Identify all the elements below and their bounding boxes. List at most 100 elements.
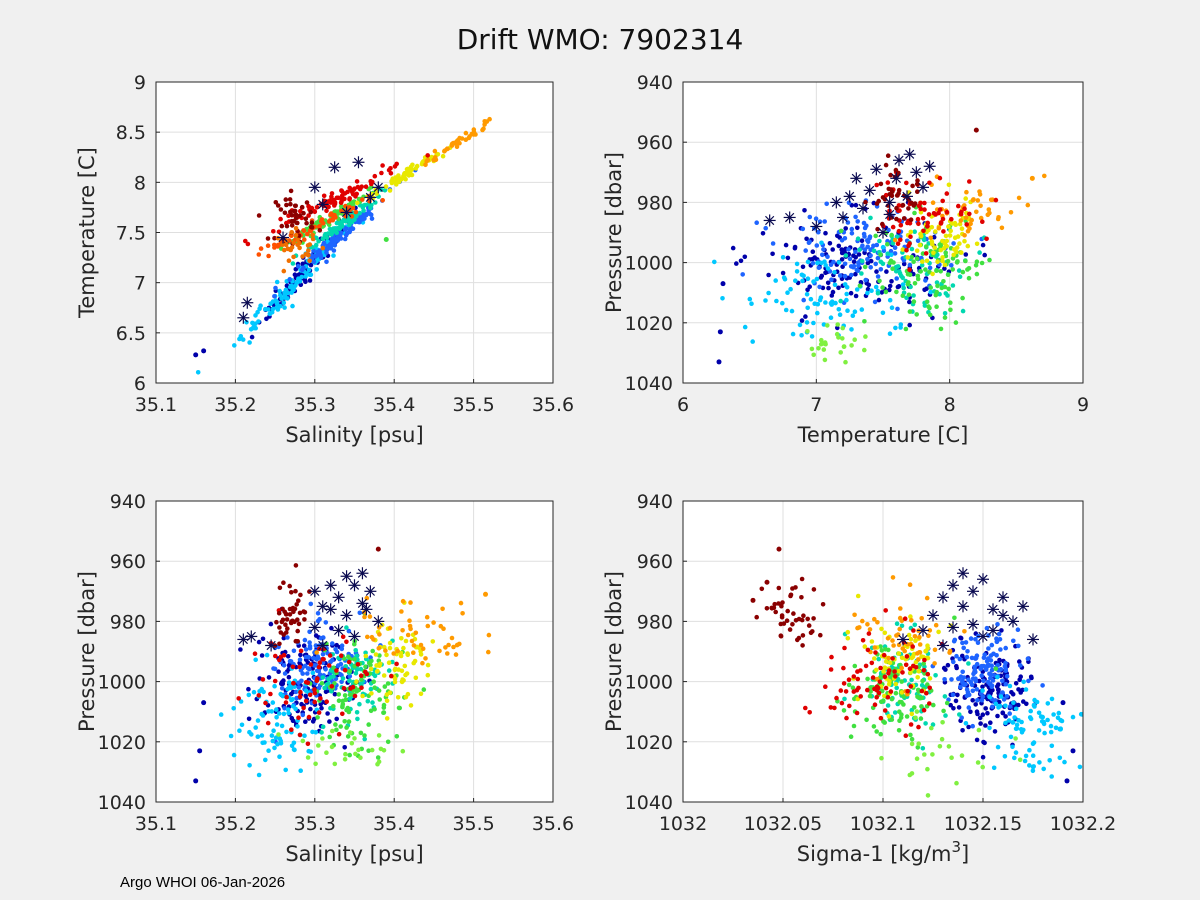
data-point [885, 636, 891, 641]
data-point [833, 300, 838, 306]
data-point [276, 669, 281, 674]
data-point [311, 259, 317, 265]
data-point [1017, 757, 1023, 763]
data-point [324, 208, 329, 214]
data-point [281, 652, 287, 658]
outlier-point [720, 281, 726, 287]
data-point [924, 595, 930, 601]
data-point [289, 218, 295, 224]
data-point [769, 605, 774, 611]
data-point [259, 733, 265, 738]
data-point [830, 289, 836, 295]
data-point [935, 283, 940, 289]
data-point [393, 179, 398, 185]
data-point [410, 162, 415, 168]
data-point [927, 305, 932, 311]
data-point [797, 322, 803, 328]
data-point [340, 698, 346, 704]
data-point [811, 587, 817, 592]
data-point [277, 585, 283, 591]
data-point [941, 229, 946, 234]
data-point [740, 272, 745, 277]
data-point [934, 268, 939, 274]
data-point [829, 654, 834, 660]
y-tick-label: 7 [134, 273, 146, 295]
data-point [977, 192, 983, 197]
data-point [486, 649, 491, 655]
data-point [342, 757, 348, 762]
data-point [949, 216, 954, 222]
data-point [772, 601, 777, 607]
data-point [907, 322, 912, 328]
data-point [282, 305, 287, 310]
data-point [231, 752, 237, 758]
data-point [851, 674, 857, 679]
data-point [370, 648, 376, 654]
star-marker [937, 591, 949, 604]
data-point [316, 664, 322, 670]
data-point [246, 686, 251, 692]
data-point [974, 259, 980, 265]
star-marker [863, 184, 876, 197]
data-point [945, 272, 951, 278]
data-point [928, 289, 933, 295]
data-point [805, 329, 810, 334]
data-point [842, 273, 848, 279]
data-point [249, 334, 255, 340]
data-point [883, 685, 889, 691]
data-point [366, 748, 371, 753]
data-point [1016, 718, 1021, 723]
y-tick-label: 1000 [625, 672, 673, 694]
data-point [1012, 755, 1017, 761]
data-point [454, 144, 460, 149]
data-point [865, 239, 871, 245]
data-point [232, 343, 237, 348]
data-point [405, 632, 411, 638]
data-point [315, 676, 320, 681]
data-point [842, 261, 848, 267]
data-point [811, 352, 816, 358]
data-point [440, 606, 445, 612]
data-point [302, 637, 308, 643]
data-point [911, 628, 916, 633]
x-tick-label: 1032.05 [744, 813, 823, 835]
data-point [1058, 726, 1063, 731]
data-point [289, 230, 295, 235]
data-point [763, 225, 768, 231]
data-point [774, 298, 779, 304]
data-point [1010, 720, 1016, 725]
data-point [906, 632, 912, 638]
data-point [353, 751, 358, 757]
data-point [1007, 711, 1012, 716]
data-point [308, 662, 314, 667]
data-point [195, 370, 201, 375]
data-point [897, 699, 903, 705]
data-point [277, 625, 282, 630]
data-point [920, 678, 925, 684]
data-point [1047, 758, 1052, 763]
data-point [281, 580, 286, 585]
data-point [281, 635, 287, 641]
data-point [276, 732, 281, 737]
data-point [828, 705, 834, 710]
data-point [871, 243, 876, 249]
data-point [780, 270, 786, 276]
star-marker [237, 311, 250, 324]
panel-sp: 35.1 35.2 35.3 35.4 35.5 35.69409609801000102… [75, 491, 574, 866]
data-point [279, 686, 285, 691]
outlier-point [193, 778, 199, 784]
data-point [1008, 210, 1014, 215]
data-point [906, 292, 912, 298]
star-marker [810, 220, 823, 233]
data-point [341, 656, 347, 661]
data-point [885, 153, 891, 158]
data-point [272, 235, 277, 241]
data-point [275, 741, 280, 747]
star-marker [850, 172, 863, 185]
y-tick-label: 940 [637, 491, 673, 513]
data-point [895, 241, 901, 246]
data-point [818, 632, 823, 638]
data-point [339, 223, 345, 228]
data-point [326, 663, 332, 668]
star-marker [947, 579, 959, 592]
